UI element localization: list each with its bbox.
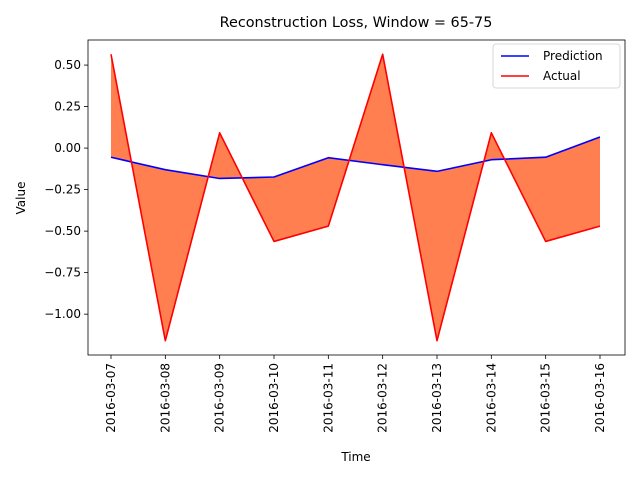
- y-axis-label: Value: [14, 182, 28, 215]
- x-tick-label: 2016-03-07: [104, 363, 118, 433]
- series-line-prediction: [110, 136, 601, 180]
- y-tick-label: 0.25: [54, 100, 81, 114]
- x-tick-label: 2016-03-09: [213, 363, 227, 433]
- y-tick-label: −1.00: [44, 307, 81, 321]
- legend-box: [492, 43, 621, 89]
- axes-frame: [87, 39, 626, 356]
- chart-title: Reconstruction Loss, Window = 65-75: [220, 15, 493, 31]
- legend: Prediction Actual: [492, 43, 621, 89]
- x-axis-label: Time: [340, 450, 370, 464]
- x-tick-label: 2016-03-08: [158, 363, 172, 433]
- series-line-actual: [110, 53, 601, 342]
- legend-label-prediction: Prediction: [543, 49, 603, 63]
- fill-between-area: [111, 54, 600, 341]
- legend-label-actual: Actual: [543, 69, 581, 83]
- x-tick-label: 2016-03-13: [430, 363, 444, 433]
- x-tick-label: 2016-03-16: [593, 363, 607, 433]
- y-tick-label: −0.50: [44, 224, 81, 238]
- x-tick-label: 2016-03-15: [539, 363, 553, 433]
- x-tick-label: 2016-03-14: [484, 363, 498, 433]
- x-tick-label: 2016-03-12: [376, 363, 390, 433]
- x-tick-label: 2016-03-11: [321, 363, 335, 433]
- y-tick-label: 0.50: [54, 58, 81, 72]
- y-tick-label: 0.00: [54, 141, 81, 155]
- y-tick-label: −0.75: [44, 266, 81, 280]
- x-tick-label: 2016-03-10: [267, 363, 281, 433]
- plot-area: 0.50 0.25 0.00 −0.25 −0.50 −0.75 −1.00 2016-03-…: [44, 39, 626, 433]
- y-tick-label: −0.25: [44, 183, 81, 197]
